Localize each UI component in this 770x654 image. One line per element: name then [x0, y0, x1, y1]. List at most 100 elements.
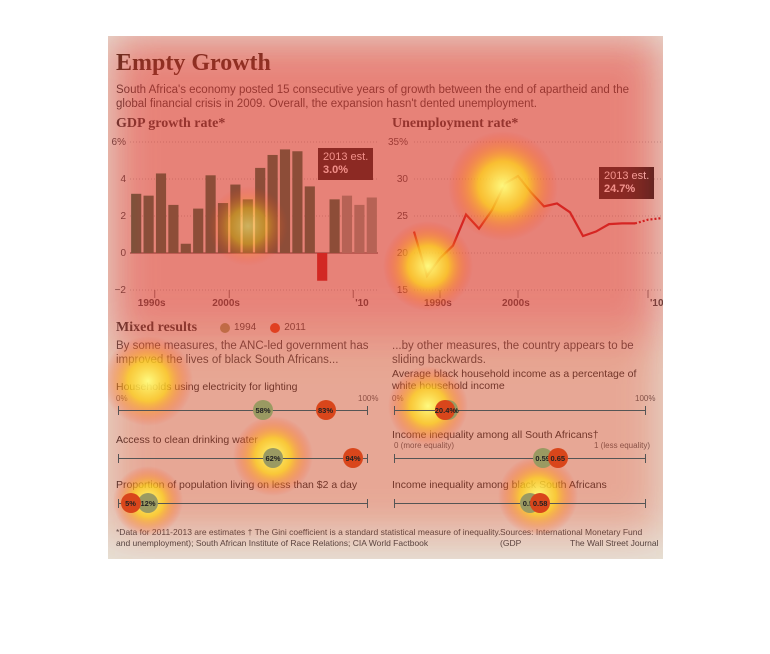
legend-2011-label: 2011 — [284, 322, 306, 333]
row-label-gini-black: Income inequality among black South Afri… — [392, 479, 607, 491]
gdp-bar — [155, 173, 167, 253]
left-row-axis-end-tick — [118, 406, 119, 415]
gdp-bar — [217, 203, 229, 253]
scale-min-electricity: 0% — [116, 394, 128, 403]
gdp-bar — [230, 184, 241, 253]
unemployment-estimate-line — [634, 217, 662, 225]
unemployment-estimate-callout: 2013 est. 24.7% — [599, 167, 655, 199]
footer-sources-left: and unemployment); South African Institu… — [116, 538, 429, 548]
unemployment-ytick-label: 20 — [397, 248, 409, 259]
left-dot-2011: 5% — [120, 493, 141, 513]
gdp-xtick-label: 1990s — [138, 298, 166, 309]
scale-min-income-ratio: 0% — [392, 394, 404, 403]
right-row-axis-end-tick — [394, 406, 395, 415]
gdp-bar — [193, 208, 204, 253]
unemployment-chart: 35% 30 25 20 15 1990s 2000s '10 — [388, 137, 663, 309]
left-dot-2011: 83% — [315, 400, 336, 420]
gdp-ytick-label: 6% — [112, 137, 127, 148]
unemployment-ytick-label: 30 — [397, 174, 409, 185]
left-row-axis — [118, 503, 368, 504]
left-row-axis — [118, 410, 368, 411]
unemployment-xtick-label: 2000s — [502, 298, 530, 309]
infographic-card: Empty Growth South Africa's economy post… — [108, 36, 663, 559]
gdp-xtick-label: '10 — [355, 298, 369, 309]
gdp-bar — [143, 195, 154, 253]
legend-2011-swatch — [270, 322, 281, 333]
right-row-axis-end-tick — [645, 499, 646, 508]
left-intro-text: By some measures, the ANC-led government… — [116, 340, 369, 366]
left-dot-1994: 58% — [253, 400, 273, 420]
right-row-axis — [394, 410, 646, 411]
gdp-xtick-label: 2000s — [212, 298, 240, 309]
right-dot-2011: 20.4% — [435, 400, 456, 420]
legend-1994-swatch — [220, 322, 230, 333]
right-intro-text: ...by other measures, the country appear… — [392, 340, 634, 366]
unemployment-xtick-label: '10 — [650, 298, 663, 309]
unemployment-chart-title: Unemployment rate* — [392, 116, 519, 131]
right-row-axis-end-tick — [394, 454, 395, 463]
gdp-bar — [205, 175, 216, 253]
left-row-axis-end-tick — [118, 454, 119, 463]
gdp-bar — [366, 197, 377, 253]
gdp-bar — [329, 199, 340, 253]
left-row-axis-end-tick — [367, 406, 368, 415]
gdp-bar — [354, 204, 365, 253]
gdp-bar — [255, 167, 266, 253]
footer-notes: *Data for 2011-2013 are estimates † The … — [116, 527, 501, 537]
scale-max-income-ratio: 100% — [635, 394, 656, 403]
gdp-ytick-label: −2 — [115, 285, 127, 296]
right-dot-1994: 0.59 — [532, 448, 553, 468]
gdp-bar — [131, 193, 142, 253]
row-label-gini-all: Income inequality among all South Africa… — [392, 429, 599, 441]
gdp-bar — [168, 204, 179, 253]
right-dot-2011: 0.65 — [547, 448, 568, 468]
right-row-axis-end-tick — [645, 454, 646, 463]
unemployment-estimate-label: 2013 est. — [604, 170, 650, 182]
unemployment-xtick-label: 1990s — [424, 298, 452, 309]
page-title: Empty Growth — [116, 50, 271, 76]
scale-max-electricity: 100% — [358, 394, 379, 403]
gdp-estimate-label: 2013 est. — [323, 151, 369, 163]
row-label-water: Access to clean drinking water — [116, 434, 258, 446]
page-subtitle: South Africa's economy posted 15 consecu… — [116, 84, 629, 110]
row-label-income-ratio: Average black household income as a perc… — [392, 368, 637, 392]
gdp-bar — [267, 154, 278, 253]
mixed-results-title: Mixed results — [116, 320, 198, 335]
gdp-ytick-label: 0 — [120, 248, 126, 259]
left-row-axis — [118, 458, 368, 459]
gdp-ytick-label: 2 — [120, 211, 126, 222]
gdp-bar — [317, 253, 328, 281]
left-dot-1994: 12% — [138, 493, 158, 513]
right-row-axis — [394, 503, 646, 504]
row-label-poverty: Proportion of population living on less … — [116, 479, 358, 491]
left-dot-1994: 62% — [263, 448, 283, 468]
unemployment-estimate-value: 24.7% — [604, 183, 636, 195]
right-row-axis-end-tick — [645, 406, 646, 415]
left-row-axis-end-tick — [118, 499, 119, 508]
gdp-chart-title: GDP growth rate* — [116, 116, 226, 131]
legend-1994-label: 1994 — [234, 322, 257, 333]
gdp-bar — [292, 151, 303, 253]
gdp-estimate-value: 3.0% — [323, 164, 349, 176]
row-label-electricity: Households using electricity for lightin… — [116, 381, 298, 393]
gdp-bar — [304, 186, 315, 253]
gdp-bar — [180, 243, 191, 253]
unemployment-ytick-label: 15 — [397, 285, 409, 296]
footer-publisher: The Wall Street Journal — [570, 538, 659, 548]
gdp-ytick-label: 4 — [120, 174, 126, 185]
gdp-estimate-callout: 2013 est. 3.0% — [318, 148, 374, 180]
unemployment-ytick-label: 35% — [388, 137, 408, 148]
mixed-legend: 1994 2011 — [220, 322, 306, 333]
left-row-axis-end-tick — [367, 499, 368, 508]
left-row-axis-end-tick — [367, 454, 368, 463]
scale-max-gini: 1 (less equality) — [594, 441, 651, 450]
right-row-axis — [394, 458, 646, 459]
right-row-axis-end-tick — [394, 499, 395, 508]
gdp-bar — [242, 199, 253, 253]
gdp-bar — [279, 149, 291, 253]
left-dot-2011: 94% — [343, 448, 363, 468]
gdp-bar — [341, 195, 353, 253]
scale-min-gini: 0 (more equality) — [394, 441, 455, 450]
right-dot-2011: 0.58 — [530, 493, 551, 513]
unemployment-ytick-label: 25 — [397, 211, 409, 222]
